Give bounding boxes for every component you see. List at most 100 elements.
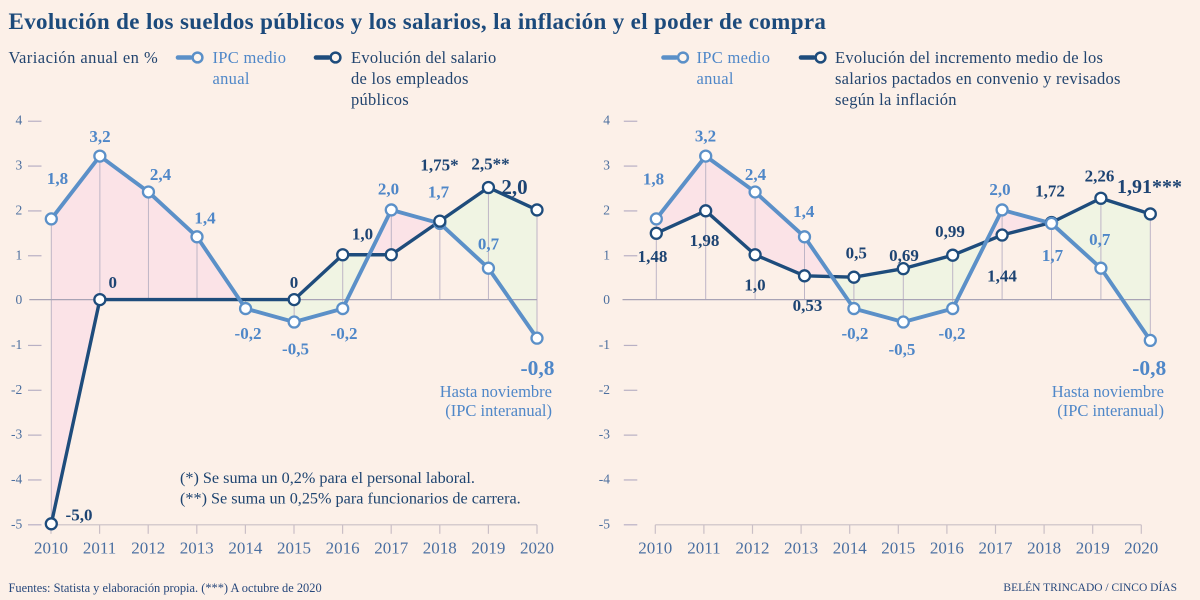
svg-text:BELÉN TRINCADO / CINCO DÍAS: BELÉN TRINCADO / CINCO DÍAS (1003, 580, 1177, 594)
svg-text:2020: 2020 (1124, 539, 1158, 558)
svg-text:1,48: 1,48 (638, 247, 668, 266)
svg-text:anual: anual (213, 69, 250, 88)
svg-text:2,0: 2,0 (501, 175, 527, 199)
svg-text:2,26: 2,26 (1085, 167, 1115, 186)
svg-text:Evolución del incremento medio: Evolución del incremento medio de los (835, 48, 1103, 67)
svg-text:-0,5: -0,5 (888, 340, 915, 359)
svg-text:Hasta noviembre: Hasta noviembre (1052, 382, 1164, 401)
svg-text:4: 4 (603, 113, 610, 128)
svg-text:2: 2 (603, 202, 610, 217)
svg-text:2011: 2011 (83, 539, 116, 558)
svg-text:0,53: 0,53 (793, 296, 823, 315)
svg-text:2010: 2010 (638, 539, 672, 558)
svg-text:-5: -5 (11, 516, 22, 531)
svg-text:-1: -1 (11, 337, 22, 352)
svg-text:1,8: 1,8 (47, 169, 68, 188)
svg-text:1: 1 (603, 247, 610, 262)
svg-text:-0,5: -0,5 (282, 340, 309, 359)
svg-text:-0,2: -0,2 (939, 324, 966, 343)
svg-text:3: 3 (16, 158, 23, 173)
svg-text:0: 0 (290, 273, 299, 292)
svg-text:2013: 2013 (180, 539, 214, 558)
svg-text:2011: 2011 (687, 539, 720, 558)
svg-text:-0,8: -0,8 (1132, 356, 1166, 380)
svg-text:0,99: 0,99 (935, 222, 965, 241)
svg-text:Variación anual en %: Variación anual en % (9, 48, 159, 67)
svg-text:0: 0 (603, 292, 610, 307)
svg-text:2012: 2012 (736, 539, 770, 558)
svg-text:1,0: 1,0 (744, 276, 765, 295)
svg-text:-1: -1 (599, 337, 610, 352)
svg-text:0,7: 0,7 (1089, 230, 1111, 249)
svg-text:0,7: 0,7 (478, 235, 500, 254)
svg-text:3: 3 (603, 158, 610, 173)
svg-text:-3: -3 (11, 427, 22, 442)
svg-text:Evolución del salario: Evolución del salario (351, 48, 496, 67)
svg-text:según la inflación: según la inflación (835, 90, 957, 109)
svg-text:Fuentes: Statista y elaboració: Fuentes: Statista y elaboración propia. … (9, 581, 322, 595)
svg-text:Evolución de los sueldos públi: Evolución de los sueldos públicos y los … (9, 9, 827, 34)
svg-text:2012: 2012 (131, 539, 165, 558)
svg-text:-0,2: -0,2 (331, 324, 358, 343)
svg-text:1,72: 1,72 (1035, 182, 1065, 201)
svg-text:2010: 2010 (34, 539, 68, 558)
svg-text:Hasta noviembre: Hasta noviembre (440, 382, 552, 401)
svg-text:1,44: 1,44 (987, 267, 1017, 286)
svg-text:1,8: 1,8 (643, 170, 664, 189)
svg-text:2019: 2019 (1076, 539, 1110, 558)
svg-text:-2: -2 (11, 382, 22, 397)
svg-text:2014: 2014 (833, 539, 868, 558)
svg-text:2015: 2015 (277, 539, 311, 558)
svg-text:2,4: 2,4 (745, 165, 767, 184)
svg-text:IPC medio: IPC medio (213, 48, 287, 67)
svg-text:-0,2: -0,2 (841, 324, 868, 343)
svg-text:1,4: 1,4 (793, 202, 815, 221)
svg-text:2,4: 2,4 (150, 165, 172, 184)
svg-text:4: 4 (16, 113, 23, 128)
svg-text:-4: -4 (11, 471, 22, 486)
svg-text:2019: 2019 (471, 539, 505, 558)
svg-text:salarios pactados en convenio: salarios pactados en convenio y revisado… (835, 69, 1121, 88)
svg-text:de los empleados: de los empleados (351, 69, 469, 88)
svg-text:2013: 2013 (784, 539, 818, 558)
svg-text:1,4: 1,4 (194, 209, 216, 228)
svg-text:1,7: 1,7 (428, 183, 450, 202)
svg-text:2014: 2014 (228, 539, 263, 558)
svg-text:2020: 2020 (520, 539, 554, 558)
svg-text:-0,2: -0,2 (235, 324, 262, 343)
svg-text:1,0: 1,0 (352, 225, 373, 244)
svg-text:2018: 2018 (1027, 539, 1061, 558)
svg-text:-2: -2 (599, 382, 610, 397)
svg-text:1: 1 (16, 247, 23, 262)
svg-text:0: 0 (16, 292, 23, 307)
svg-text:1,98: 1,98 (690, 231, 720, 250)
svg-text:(**) Se suma un 0,25% para fun: (**) Se suma un 0,25% para funcionarios … (180, 490, 521, 508)
svg-text:2015: 2015 (881, 539, 915, 558)
svg-text:2016: 2016 (326, 539, 360, 558)
svg-text:anual: anual (697, 69, 734, 88)
svg-text:(*) Se suma un 0,2% para el pe: (*) Se suma un 0,2% para el personal lab… (180, 469, 475, 487)
svg-text:2,5**: 2,5** (471, 155, 509, 174)
svg-text:-0,8: -0,8 (520, 356, 554, 380)
svg-text:2016: 2016 (930, 539, 964, 558)
svg-text:-5: -5 (599, 516, 610, 531)
svg-text:(IPC interanual): (IPC interanual) (445, 401, 552, 420)
svg-text:1,75*: 1,75* (420, 156, 458, 175)
svg-text:0: 0 (108, 273, 117, 292)
svg-text:2: 2 (16, 202, 23, 217)
svg-text:2017: 2017 (979, 539, 1014, 558)
svg-text:3,2: 3,2 (89, 127, 110, 146)
svg-text:3,2: 3,2 (695, 127, 716, 146)
svg-text:2018: 2018 (423, 539, 457, 558)
svg-text:0,5: 0,5 (846, 244, 867, 263)
svg-text:IPC medio: IPC medio (697, 48, 771, 67)
svg-text:2,0: 2,0 (378, 180, 399, 199)
svg-text:públicos: públicos (351, 90, 409, 109)
svg-text:-5,0: -5,0 (66, 506, 93, 525)
svg-text:2017: 2017 (374, 539, 409, 558)
svg-text:1,91***: 1,91*** (1117, 176, 1182, 198)
svg-text:-4: -4 (599, 471, 610, 486)
svg-text:-3: -3 (599, 427, 610, 442)
svg-text:1,7: 1,7 (1042, 246, 1064, 265)
svg-text:(IPC interanual): (IPC interanual) (1057, 401, 1164, 420)
